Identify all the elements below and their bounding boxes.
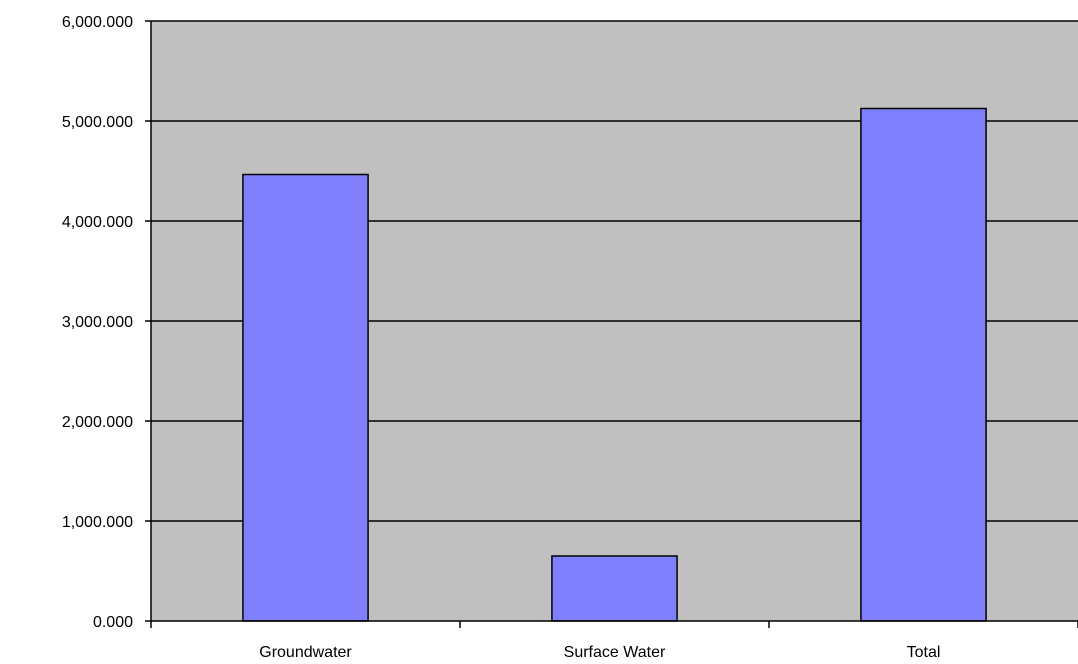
y-tick-label: 2,000.000 (62, 414, 133, 431)
bar-groundwater (242, 173, 369, 622)
y-tick-label: 3,000.000 (62, 314, 133, 331)
y-tick-label: 5,000.000 (62, 114, 133, 131)
bars (242, 107, 987, 622)
x-category-labels: Groundwater Surface Water Total (259, 644, 940, 661)
y-tick-label: 1,000.000 (62, 514, 133, 531)
x-category-label: Surface Water (564, 644, 666, 661)
axes (145, 20, 1078, 628)
bar-total (860, 107, 987, 622)
y-tick-label: 4,000.000 (62, 214, 133, 231)
y-tick-label: 6,000.000 (62, 14, 133, 31)
x-category-label: Total (907, 644, 941, 661)
y-tick-label: 0.000 (93, 614, 133, 631)
y-tick-labels: 0.000 1,000.000 2,000.000 3,000.000 4,000.00… (62, 14, 133, 631)
bar-surface-water (551, 555, 678, 622)
x-category-label: Groundwater (259, 644, 352, 661)
y-axis-title: Million Gallons per Year (11, 230, 28, 411)
